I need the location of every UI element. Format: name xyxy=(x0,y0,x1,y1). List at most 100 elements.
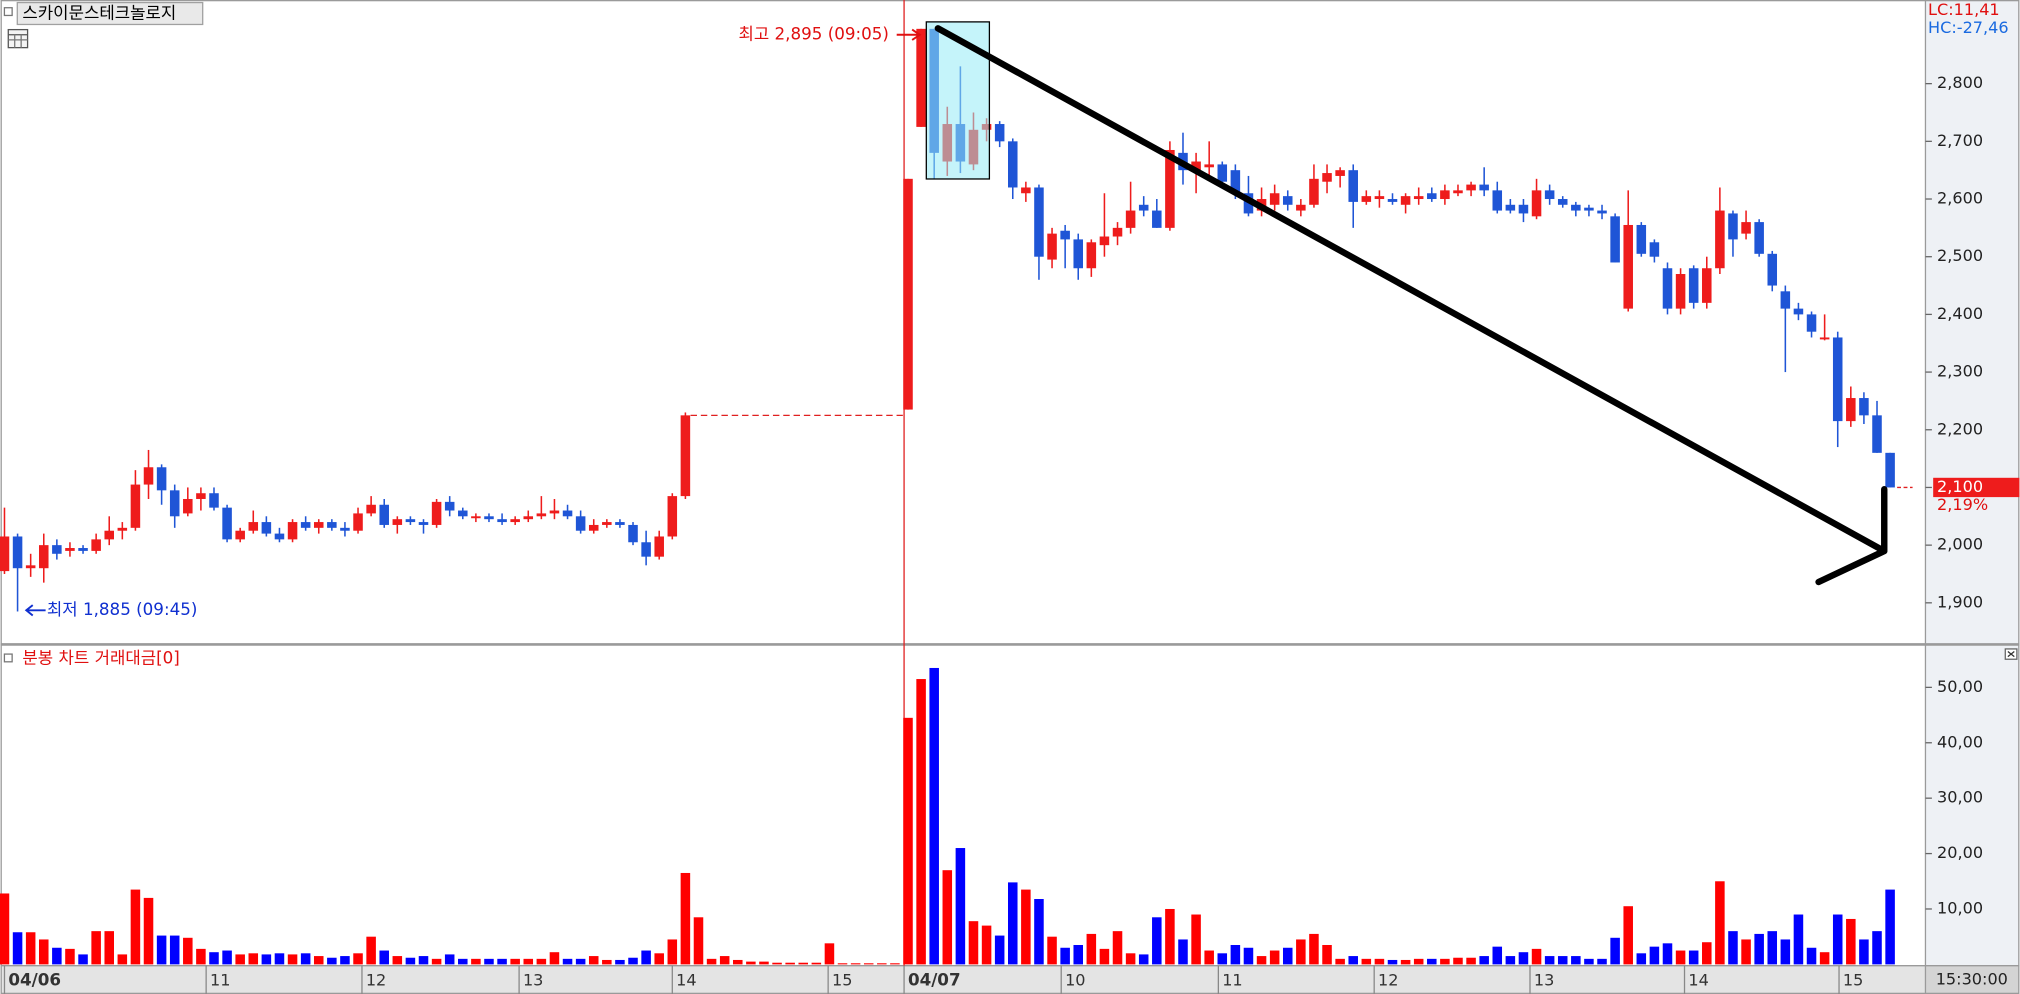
x-tick-label: 13 xyxy=(1534,971,1554,990)
volume-bar xyxy=(1387,959,1398,965)
candle-body xyxy=(38,545,49,569)
volume-bar xyxy=(196,948,206,965)
candle-body xyxy=(1335,170,1345,176)
volume-bar xyxy=(1688,950,1699,965)
candle-body xyxy=(353,513,363,531)
volume-bar xyxy=(811,962,822,965)
volume-bar xyxy=(1034,899,1044,965)
volume-bar xyxy=(1413,958,1424,965)
volume-bar xyxy=(1584,958,1594,965)
candle-body xyxy=(1348,170,1358,202)
volume-bar xyxy=(746,961,756,965)
candle-body xyxy=(1819,337,1830,340)
candle-body xyxy=(1571,204,1581,211)
candle-body xyxy=(1165,149,1175,228)
volume-bar xyxy=(628,957,638,965)
x-tick-label: 15 xyxy=(832,971,852,990)
candle-body xyxy=(1531,190,1542,217)
volume-bar xyxy=(1780,939,1791,965)
candle-body xyxy=(562,510,573,517)
volume-bar xyxy=(1152,917,1162,965)
candle-body xyxy=(366,504,376,514)
x-tick-label: 04/06 xyxy=(8,970,61,990)
candle-body xyxy=(1112,227,1123,237)
candle-body xyxy=(1479,184,1489,191)
volume-bar xyxy=(1544,956,1555,965)
y-tick-label: 2,300 xyxy=(1937,362,1983,381)
candle-body xyxy=(1440,190,1450,200)
high-arrow xyxy=(896,28,922,41)
candle-body xyxy=(196,493,206,499)
title-box[interactable] xyxy=(16,1,204,26)
volume-bar xyxy=(1623,906,1633,965)
volume-bar xyxy=(130,889,141,965)
volume-bar xyxy=(1282,947,1293,965)
volume-bar xyxy=(484,958,494,965)
volume-bar xyxy=(1636,953,1647,965)
volume-bar xyxy=(91,931,101,965)
volume-bar xyxy=(1832,914,1843,965)
volume-bar xyxy=(209,952,219,965)
candle-body xyxy=(1296,204,1306,211)
volume-bar xyxy=(1453,957,1463,965)
volume-bar xyxy=(1557,956,1568,965)
volume-title: 분봉 차트 거래대금[0] xyxy=(22,648,179,668)
candle-body xyxy=(1728,213,1738,240)
volume-bar xyxy=(235,954,245,965)
volume-bar xyxy=(641,950,651,965)
y-tick-label: 2,800 xyxy=(1937,73,1983,92)
volume-bar xyxy=(1060,947,1070,965)
candle-body xyxy=(1413,196,1424,200)
candle-body xyxy=(484,516,494,520)
candle-body xyxy=(1806,314,1817,332)
candle-body xyxy=(1007,141,1018,188)
candle-body xyxy=(1662,268,1673,309)
candle-body xyxy=(1086,242,1097,269)
volume-bar xyxy=(1872,931,1882,965)
candle-body xyxy=(25,565,36,569)
candle-body xyxy=(1400,196,1411,205)
volume-bar xyxy=(1440,958,1450,965)
volume-bar xyxy=(1086,933,1097,965)
candle-body xyxy=(1309,178,1319,205)
volume-bar xyxy=(1531,948,1542,965)
volume-bar xyxy=(431,958,442,965)
x-tick-label: 10 xyxy=(1065,971,1085,990)
candle-body xyxy=(1204,164,1214,168)
candle-body xyxy=(340,527,350,531)
lc-label: LC:11,41 xyxy=(1928,0,2000,19)
volume-bar xyxy=(602,959,612,965)
y-tick-label: 2,000 xyxy=(1937,535,1983,554)
candle-body xyxy=(1466,184,1476,191)
volume-bar xyxy=(1793,914,1804,965)
candle-body xyxy=(431,501,442,525)
time-label: 15:30:00 xyxy=(1936,969,2008,988)
candle-body xyxy=(183,498,193,514)
low-label: 최저 1,885 (09:45) xyxy=(47,599,197,619)
volume-bar xyxy=(287,954,298,965)
candle-body xyxy=(1060,230,1070,240)
volume-bar xyxy=(1348,956,1358,965)
volume-bar xyxy=(78,954,88,965)
volume-bar xyxy=(824,943,835,965)
candle-body xyxy=(1505,204,1516,211)
volume-bar xyxy=(916,679,926,965)
candle-body xyxy=(1702,268,1712,303)
candle-body xyxy=(1230,170,1241,194)
close-icon[interactable] xyxy=(2004,648,2018,660)
volume-bar xyxy=(1165,908,1175,965)
volume-bar xyxy=(65,948,75,965)
candle-body xyxy=(1636,224,1647,254)
candle-body xyxy=(65,548,75,551)
candle-body xyxy=(1623,224,1633,309)
candle-body xyxy=(1649,242,1660,257)
volume-bar xyxy=(654,953,664,965)
x-tick-label: 14 xyxy=(1688,971,1708,990)
volume-bar xyxy=(1466,957,1476,965)
calendar-icon[interactable] xyxy=(7,28,29,49)
candle-body xyxy=(916,28,926,127)
volume-bar xyxy=(1269,950,1280,965)
high-label: 최고 2,895 (09:05) xyxy=(738,23,888,43)
candle-body xyxy=(0,536,10,572)
volume-bar xyxy=(1335,958,1345,965)
